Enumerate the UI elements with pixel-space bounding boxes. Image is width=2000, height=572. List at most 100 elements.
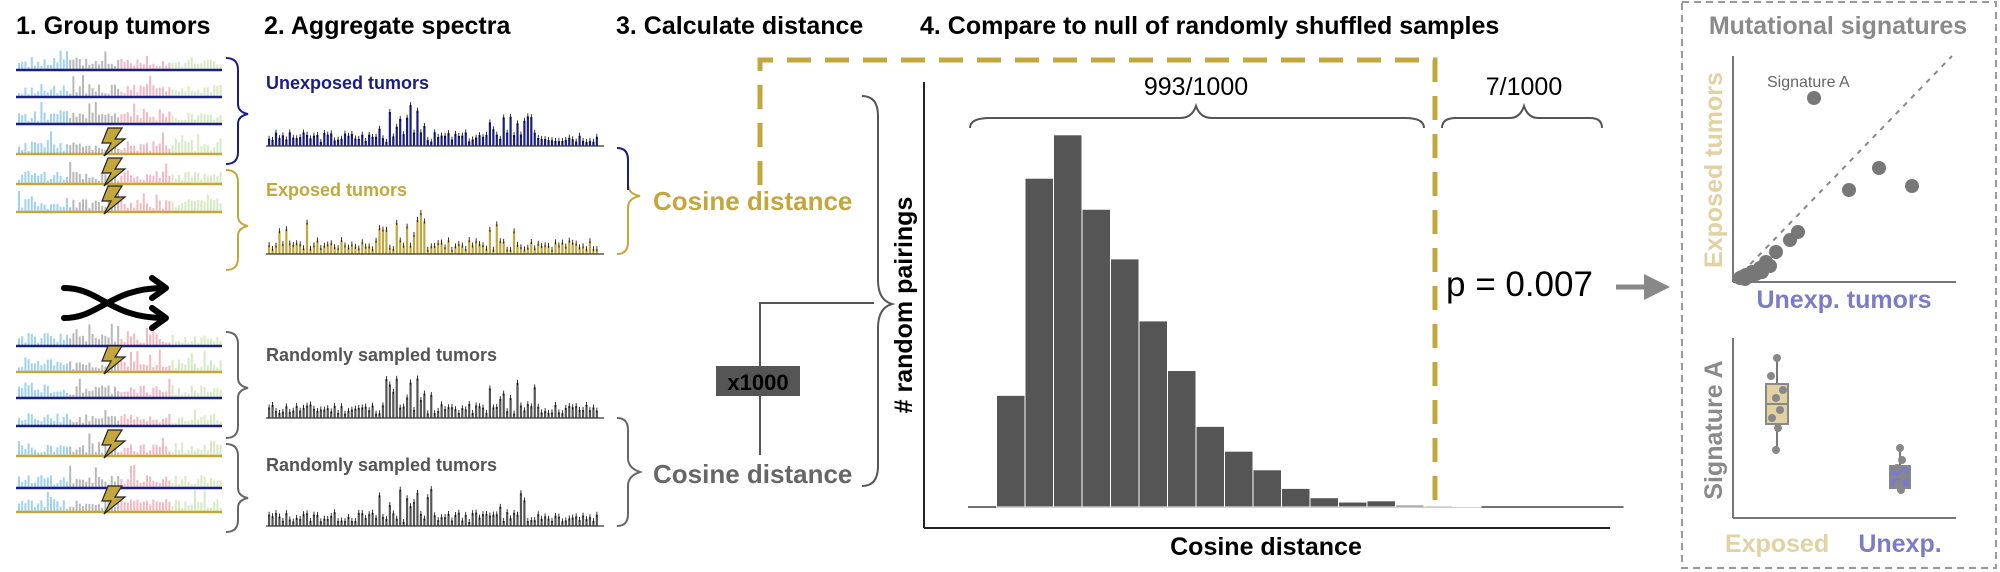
- tumor-spectrum-bar: [40, 365, 43, 372]
- spectrum-bar: [281, 520, 284, 526]
- count-below-observed: 993/1000: [1144, 73, 1248, 101]
- tumor-spectrum-bar: [98, 504, 100, 512]
- tumor-spectrum-bar: [104, 207, 107, 212]
- tumor-spectrum-bar: [162, 61, 164, 70]
- spectrum-bar: [285, 513, 288, 526]
- tumor-spectrum-bar: [174, 90, 177, 97]
- spectrum-bar: [550, 249, 554, 254]
- tumor-spectrum-bar: [174, 500, 177, 512]
- tumor-spectrum-bar: [53, 365, 56, 372]
- spectrum-bar: [585, 249, 588, 254]
- tumor-spectrum-bar: [24, 419, 27, 426]
- tumor-spectrum-bar: [184, 364, 187, 372]
- tumor-spectrum-bar: [213, 480, 216, 488]
- spectrum-bar: [443, 409, 447, 418]
- tumor-spectrum-bar: [123, 413, 126, 426]
- spectrum-bar: [399, 118, 402, 146]
- tumor-spectrum-bar: [181, 363, 184, 372]
- tumor-spectrum-bar: [114, 481, 116, 488]
- spectrum-bar: [316, 135, 319, 146]
- tumor-spectrum-bar: [216, 444, 219, 456]
- tumor-spectrum-bar: [69, 207, 72, 212]
- tumor-spectrum-bar: [37, 342, 40, 346]
- tumor-spectrum-bar: [78, 173, 81, 184]
- tumor-spectrum-bar: [72, 394, 75, 398]
- tumor-spectrum-bar: [43, 417, 46, 426]
- tumor-spectrum-bar: [24, 61, 27, 70]
- tumor-spectrum-bar: [104, 366, 107, 372]
- tumor-spectrum-bar: [104, 444, 107, 456]
- spectrum-bar: [430, 394, 433, 418]
- tumor-spectrum-bar: [130, 145, 132, 154]
- tumor-spectrum-bar: [75, 500, 78, 512]
- histogram-bar: [1309, 497, 1339, 508]
- tumor-spectrum-bar: [101, 173, 104, 184]
- spectrum-bar: [544, 139, 547, 146]
- tumor-spectrum-bar: [114, 386, 116, 398]
- tumor-spectrum-bar: [219, 172, 222, 184]
- tumor-spectrum-bar: [197, 199, 200, 212]
- tumor-spectrum-bar: [18, 93, 20, 97]
- tumor-spectrum-bar: [165, 417, 168, 426]
- tumor-spectrum-bar: [184, 475, 187, 488]
- spectrum-bar: [326, 244, 329, 254]
- spectrum-bar: [433, 132, 436, 146]
- tumor-spectrum-bar: [194, 201, 196, 212]
- tumor-row: [16, 127, 222, 157]
- spectrum-bar: [519, 247, 523, 254]
- spectrum-bar: [540, 518, 543, 526]
- tumor-spectrum-bar: [162, 341, 164, 346]
- tumor-spectrum-bar: [62, 446, 65, 456]
- tumor-spectrum-bar: [56, 361, 59, 372]
- tumor-spectrum-bar: [184, 391, 187, 398]
- tumor-spectrum-bar: [88, 421, 91, 426]
- tumor-spectrum-bar: [34, 449, 36, 456]
- tumor-spectrum-bar: [56, 447, 59, 456]
- tumor-spectrum-bar: [190, 57, 193, 70]
- tumor-spectrum-bar: [171, 451, 174, 456]
- tumor-spectrum-bar: [162, 87, 164, 97]
- tumor-spectrum-bar: [216, 64, 219, 70]
- tumor-spectrum-bar: [30, 483, 33, 488]
- spectrum-bar: [523, 249, 526, 254]
- tumor-spectrum-bar: [117, 391, 120, 398]
- tumor-spectrum-bar: [46, 180, 49, 184]
- spectrum-bar: [557, 141, 560, 146]
- tumor-spectrum-bar: [30, 87, 33, 97]
- spectrum-bar: [371, 136, 374, 146]
- tumor-spectrum-bar: [69, 446, 72, 456]
- tumor-spectrum-bar: [203, 335, 206, 346]
- tumor-spectrum-bar: [117, 180, 120, 184]
- tumor-spectrum-bar: [56, 413, 59, 426]
- spectrum-bar: [540, 245, 543, 254]
- tumor-spectrum-bar: [37, 452, 40, 456]
- spectrum-bar: [488, 388, 491, 418]
- tumor-spectrum-bar: [184, 91, 187, 97]
- tumor-spectrum-bar: [133, 451, 136, 456]
- tumor-spectrum-bar: [94, 337, 97, 346]
- tumor-spectrum-bar: [85, 118, 88, 124]
- tumor-spectrum-bar: [94, 179, 97, 184]
- scatter-point: [1842, 183, 1856, 197]
- tumor-spectrum-bar: [142, 64, 145, 70]
- tumor-spectrum-bar: [78, 503, 81, 512]
- spectrum-bar: [323, 245, 326, 254]
- spectrum-bar: [440, 135, 443, 146]
- tumor-spectrum-bar: [174, 138, 177, 154]
- spectrum-bar: [323, 133, 326, 146]
- spectrum-bar: [357, 512, 360, 526]
- spectrum-bar: [281, 411, 284, 418]
- tumor-spectrum-bar: [69, 506, 72, 512]
- tumor-spectrum-bar: [158, 422, 161, 426]
- tumor-spectrum-bar: [197, 342, 200, 346]
- spectrum-bar: [526, 404, 529, 418]
- tumor-spectrum-bar: [139, 85, 142, 97]
- spectrum-bar: [461, 245, 464, 254]
- tumor-spectrum-bar: [136, 199, 139, 212]
- tumor-spectrum-bar: [110, 323, 113, 346]
- tumor-spectrum-bar: [69, 465, 72, 488]
- signature-boxplot: [1732, 338, 1956, 519]
- tumor-spectrum-bar: [72, 142, 75, 154]
- spectrum-bar: [592, 141, 595, 146]
- tumor-spectrum-bar: [171, 334, 174, 346]
